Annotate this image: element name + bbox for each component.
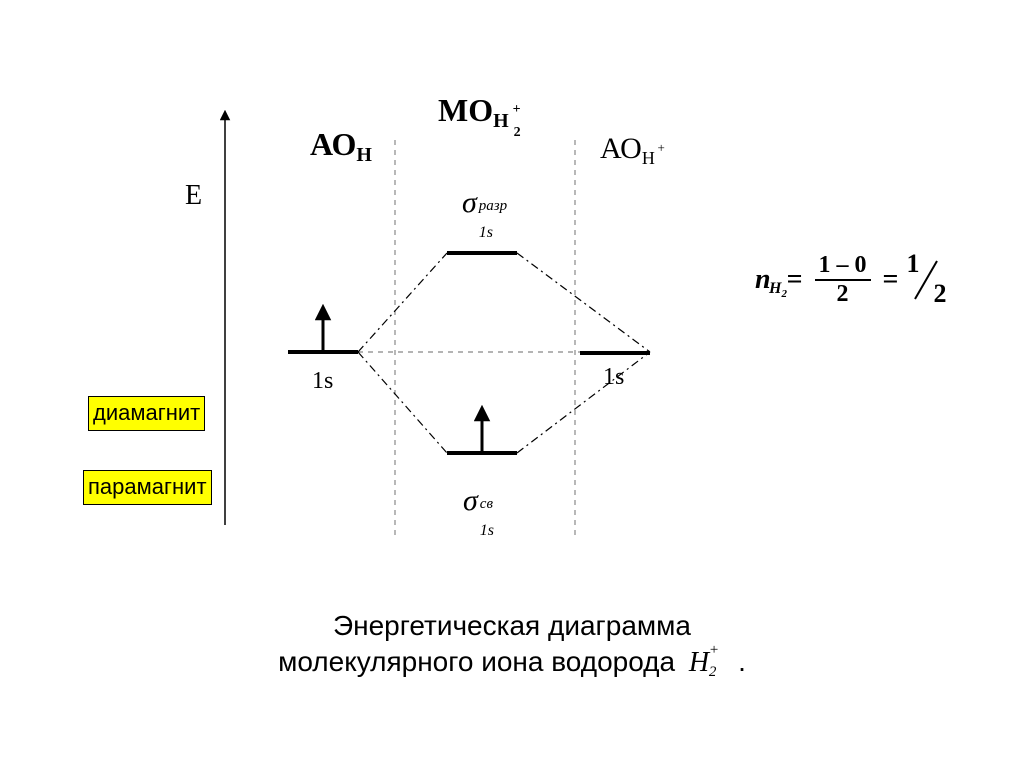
bond-order-formula: n H2 = 1 – 0 2 = 1 2	[755, 252, 947, 308]
sigma-anti-sym: σ	[462, 186, 477, 219]
mix-left-to-anti	[358, 253, 447, 352]
caption-h2-sup: +	[709, 641, 719, 661]
formula-n-sub: H	[769, 280, 781, 297]
formula-lhs-top: 1 – 0	[815, 252, 871, 279]
caption-line2: молекулярного иона водорода H+2 .	[0, 644, 1024, 681]
label-1s-left: 1s	[312, 368, 333, 395]
mo-diagram-stage: Е диамагнит парамагнит АОН МО Н2+ АО Н+ …	[0, 0, 1024, 767]
label-mo-sub: Н2+	[493, 110, 509, 133]
label-mo-sub-sup: +	[513, 102, 521, 118]
label-diamagnet: диамагнит	[88, 396, 205, 431]
label-sigma-anti: σ 1s разр	[462, 186, 477, 220]
formula-rhs-bot: 2	[934, 279, 947, 309]
formula-n-subsub: 2	[781, 288, 787, 300]
sigma-bond-sub: 1s	[480, 522, 494, 540]
caption-h2-base: H	[689, 647, 709, 678]
label-mo-base: МО	[438, 92, 493, 128]
sigma-bond-sup: св	[480, 496, 493, 513]
axis-label-E: Е	[185, 180, 202, 212]
label-ao-left: АОН	[310, 126, 372, 163]
caption-line1: Энергетическая диаграмма	[0, 608, 1024, 644]
label-mo-sub-base: Н	[493, 110, 509, 132]
label-ao-right-sub-sup: +	[658, 140, 665, 156]
label-ao-right: АО Н+	[600, 132, 655, 166]
label-ao-right-sub: Н+	[642, 148, 655, 169]
label-mo-sub-sub: 2	[514, 125, 521, 141]
mix-left-to-bond	[358, 352, 447, 453]
caption-h2-sub: 2	[709, 663, 717, 683]
label-paramagnet: парамагнит	[83, 470, 212, 505]
caption: Энергетическая диаграмма молекулярного и…	[0, 608, 1024, 682]
label-mo: МО Н2+	[438, 92, 509, 129]
label-sigma-bond: σ 1s св	[463, 484, 478, 518]
label-ao-left-base: АО	[310, 126, 356, 162]
formula-lhs-bot: 2	[837, 281, 849, 308]
label-1s-right: 1s	[603, 364, 624, 391]
sigma-anti-sub: 1s	[479, 224, 493, 242]
sigma-bond-sym: σ	[463, 484, 478, 517]
caption-line2-pre: молекулярного иона водорода	[278, 646, 675, 677]
label-ao-left-sub: Н	[356, 144, 372, 166]
label-ao-right-sub-base: Н	[642, 148, 655, 168]
mix-right-to-bond	[517, 352, 650, 453]
label-ao-right-base: АО	[600, 132, 642, 165]
sigma-anti-sup: разр	[479, 198, 507, 215]
mix-right-to-anti	[517, 253, 650, 352]
caption-tail: .	[738, 646, 746, 677]
